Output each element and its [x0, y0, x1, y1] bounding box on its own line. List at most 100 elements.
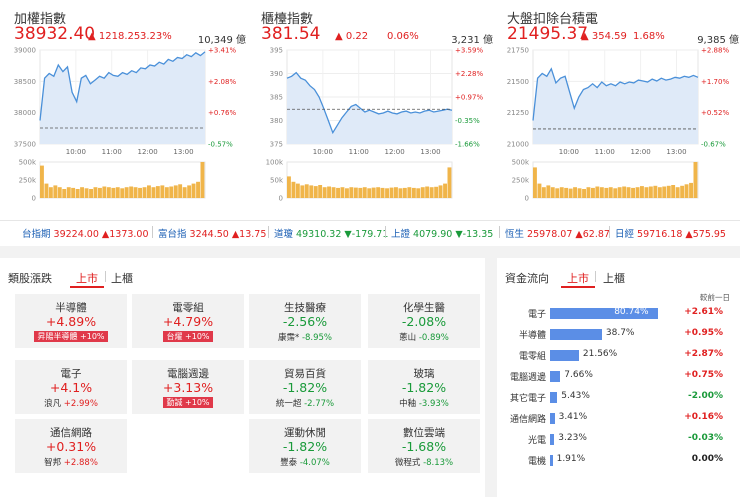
sector-card[interactable]: 數位雲端 -1.68% 微程式 -8.13% — [368, 419, 480, 473]
strip-item[interactable]: 日經 59716.18 ▲575.95 — [609, 226, 726, 240]
sector-card[interactable]: 化學生醫 -2.08% 蔥山 -0.89% — [368, 294, 480, 348]
time-tick-label: 12:00 — [385, 148, 405, 156]
sector-name: 生技醫療 — [284, 302, 326, 314]
sector-card[interactable]: 電零組 +4.79% 台燿 +10% — [132, 294, 244, 348]
y-tick-label: 375 — [270, 141, 283, 149]
fund-share-bar — [550, 329, 602, 340]
strip-item[interactable]: 上證 4079.90 ▼-13.35 — [385, 226, 494, 240]
pct-tick-label: +2.88% — [701, 47, 729, 55]
volume-bar — [327, 186, 331, 198]
fund-flow-row[interactable]: 電腦週邊 7.66% +0.75% — [497, 368, 733, 385]
time-tick-label: 11:00 — [595, 148, 615, 156]
pct-tick-label: -0.35% — [455, 117, 480, 125]
index-chart: 39000 38500 38000 37500 +3.41% +2.08% +0.76% -0… — [14, 47, 237, 203]
fund-flow-row[interactable]: 電子 80.74% +2.61% — [497, 305, 733, 322]
tab-listed[interactable]: 上市 — [70, 272, 104, 288]
index-change: ▲ 354.59 — [581, 31, 627, 42]
sector-top-stock: 昇陽半導體 +10% — [15, 331, 127, 342]
volume-bar — [173, 185, 178, 198]
fund-flow-row[interactable]: 電機 1.91% 0.00% — [497, 452, 733, 469]
volume-bar — [111, 187, 116, 198]
fund-sector-name: 其它電子 — [509, 394, 546, 404]
pct-tick-label: -0.57% — [208, 141, 233, 149]
volume-bar — [115, 187, 120, 198]
pct-tick-label: +2.28% — [455, 70, 483, 78]
index-change-pct: 3.23% — [140, 31, 172, 42]
pct-tick-label: +3.59% — [455, 47, 483, 55]
fund-flow-row[interactable]: 其它電子 5.43% -2.00% — [497, 389, 733, 406]
strip-divider — [268, 226, 269, 238]
index-change: ▲ 1218.25 — [88, 31, 141, 42]
fund-change: +2.87% — [684, 349, 723, 359]
volume-bar — [318, 185, 323, 198]
volume-bar — [300, 185, 305, 198]
fund-tab-listed[interactable]: 上市 — [561, 272, 595, 288]
fund-change: -2.00% — [688, 391, 723, 401]
volume-bar — [541, 187, 546, 198]
volume-bar — [155, 186, 160, 198]
sector-top-stock: 微程式 -8.13% — [368, 456, 480, 468]
sector-card[interactable]: 運動休閒 -1.82% 豐泰 -4.07% — [249, 419, 361, 473]
sector-card[interactable]: 半導體 +4.89% 昇陽半導體 +10% — [15, 294, 127, 348]
volume-bar — [84, 188, 89, 198]
volume-bar — [693, 162, 698, 198]
volume-bar — [196, 181, 200, 198]
sector-card[interactable]: 電子 +4.1% 浪凡 +2.99% — [15, 360, 127, 414]
strip-divider — [385, 226, 386, 238]
taiex-panel[interactable]: 加權指數 38932.40 ▲ 1218.25 3.23% 10,349 億 39000 3… — [12, 0, 248, 218]
volume-bar — [133, 187, 138, 198]
volume-bar — [349, 187, 354, 198]
stock-name: 勤誠 — [166, 398, 183, 407]
sector-card[interactable]: 玻璃 -1.82% 中釉 -3.93% — [368, 360, 480, 414]
sector-top-stock: 智邦 +2.88% — [15, 456, 127, 468]
fund-sector-name: 光電 — [527, 436, 546, 446]
volume-bar — [644, 187, 649, 198]
volume-bar — [138, 187, 142, 198]
fund-flow-row[interactable]: 半導體 38.7% +0.95% — [497, 326, 733, 343]
sector-card[interactable]: 生技醫療 -2.56% 康霈* -8.95% — [249, 294, 361, 348]
fund-flow-row[interactable]: 通信網路 3.41% +0.16% — [497, 410, 733, 427]
limit-up-badge: 昇陽半導體 +10% — [34, 331, 108, 342]
volume-bar — [394, 187, 398, 198]
sector-panel: 類股漲跌 上市 上櫃 半導體 +4.89% 昇陽半導體 +10% 電零組 +4.79% 台… — [0, 258, 485, 497]
fund-tab-otc[interactable]: 上櫃 — [603, 272, 625, 285]
y-tick-label: 37500 — [14, 141, 36, 149]
sector-card[interactable]: 貿易百貨 -1.82% 統一超 -2.77% — [249, 360, 361, 414]
sector-change: -1.82% — [282, 380, 328, 395]
sector-change: +4.79% — [162, 314, 214, 329]
strip-change: ▼-13.35 — [455, 229, 494, 240]
fund-flow-row[interactable]: 光電 3.23% -0.03% — [497, 431, 733, 448]
fund-flow-row[interactable]: 電零組 21.56% +2.87% — [497, 347, 733, 364]
sector-change: -1.82% — [282, 439, 328, 454]
volume-bar — [675, 187, 680, 198]
volume-bar — [362, 187, 367, 198]
strip-item[interactable]: 恆生 25978.07 ▲62.87 — [499, 226, 610, 240]
sector-card[interactable]: 通信網路 +0.31% 智邦 +2.88% — [15, 419, 127, 473]
stock-change: -4.07% — [299, 458, 330, 468]
index-price: 381.54 — [261, 24, 321, 44]
sector-change: -2.56% — [282, 314, 328, 329]
sector-name: 玻璃 — [413, 368, 435, 380]
strip-item[interactable]: 富台指 3244.50 ▲13.75 — [152, 226, 266, 240]
volume-bar — [331, 187, 336, 198]
strip-item[interactable]: 道瓊 49310.32 ▼-179.71 — [268, 226, 388, 240]
otc-index-panel[interactable]: 櫃檯指數 381.54 ▲ 0.22 0.06% 3,231 億 395 390 385 380… — [259, 0, 495, 218]
strip-item[interactable]: 台指期 39224.00 ▲1373.00 — [22, 226, 149, 240]
stock-name: 豐泰 — [280, 458, 298, 468]
index-price: 38932.40 — [14, 24, 96, 44]
volume-bar — [200, 162, 205, 198]
volume-bar — [57, 187, 62, 198]
volume-bar — [568, 188, 573, 198]
tab-otc[interactable]: 上櫃 — [111, 272, 133, 285]
index-change-pct: 0.06% — [387, 31, 419, 42]
pct-tick-label: -1.66% — [455, 141, 480, 149]
stock-change: -2.77% — [304, 399, 335, 409]
taiex-ex-tsmc-panel[interactable]: 大盤扣除台積電 21495.37 ▲ 354.59 1.68% 9,385 億 21750… — [505, 0, 740, 218]
sector-change: -2.08% — [401, 314, 447, 329]
price-area — [40, 51, 205, 144]
y-tick-label: 21250 — [507, 109, 529, 117]
sector-name: 運動休閒 — [284, 427, 326, 439]
fund-share-bar — [550, 455, 553, 466]
sector-name: 半導體 — [55, 302, 87, 314]
sector-card[interactable]: 電腦週邊 +3.13% 勤誠 +10% — [132, 360, 244, 414]
